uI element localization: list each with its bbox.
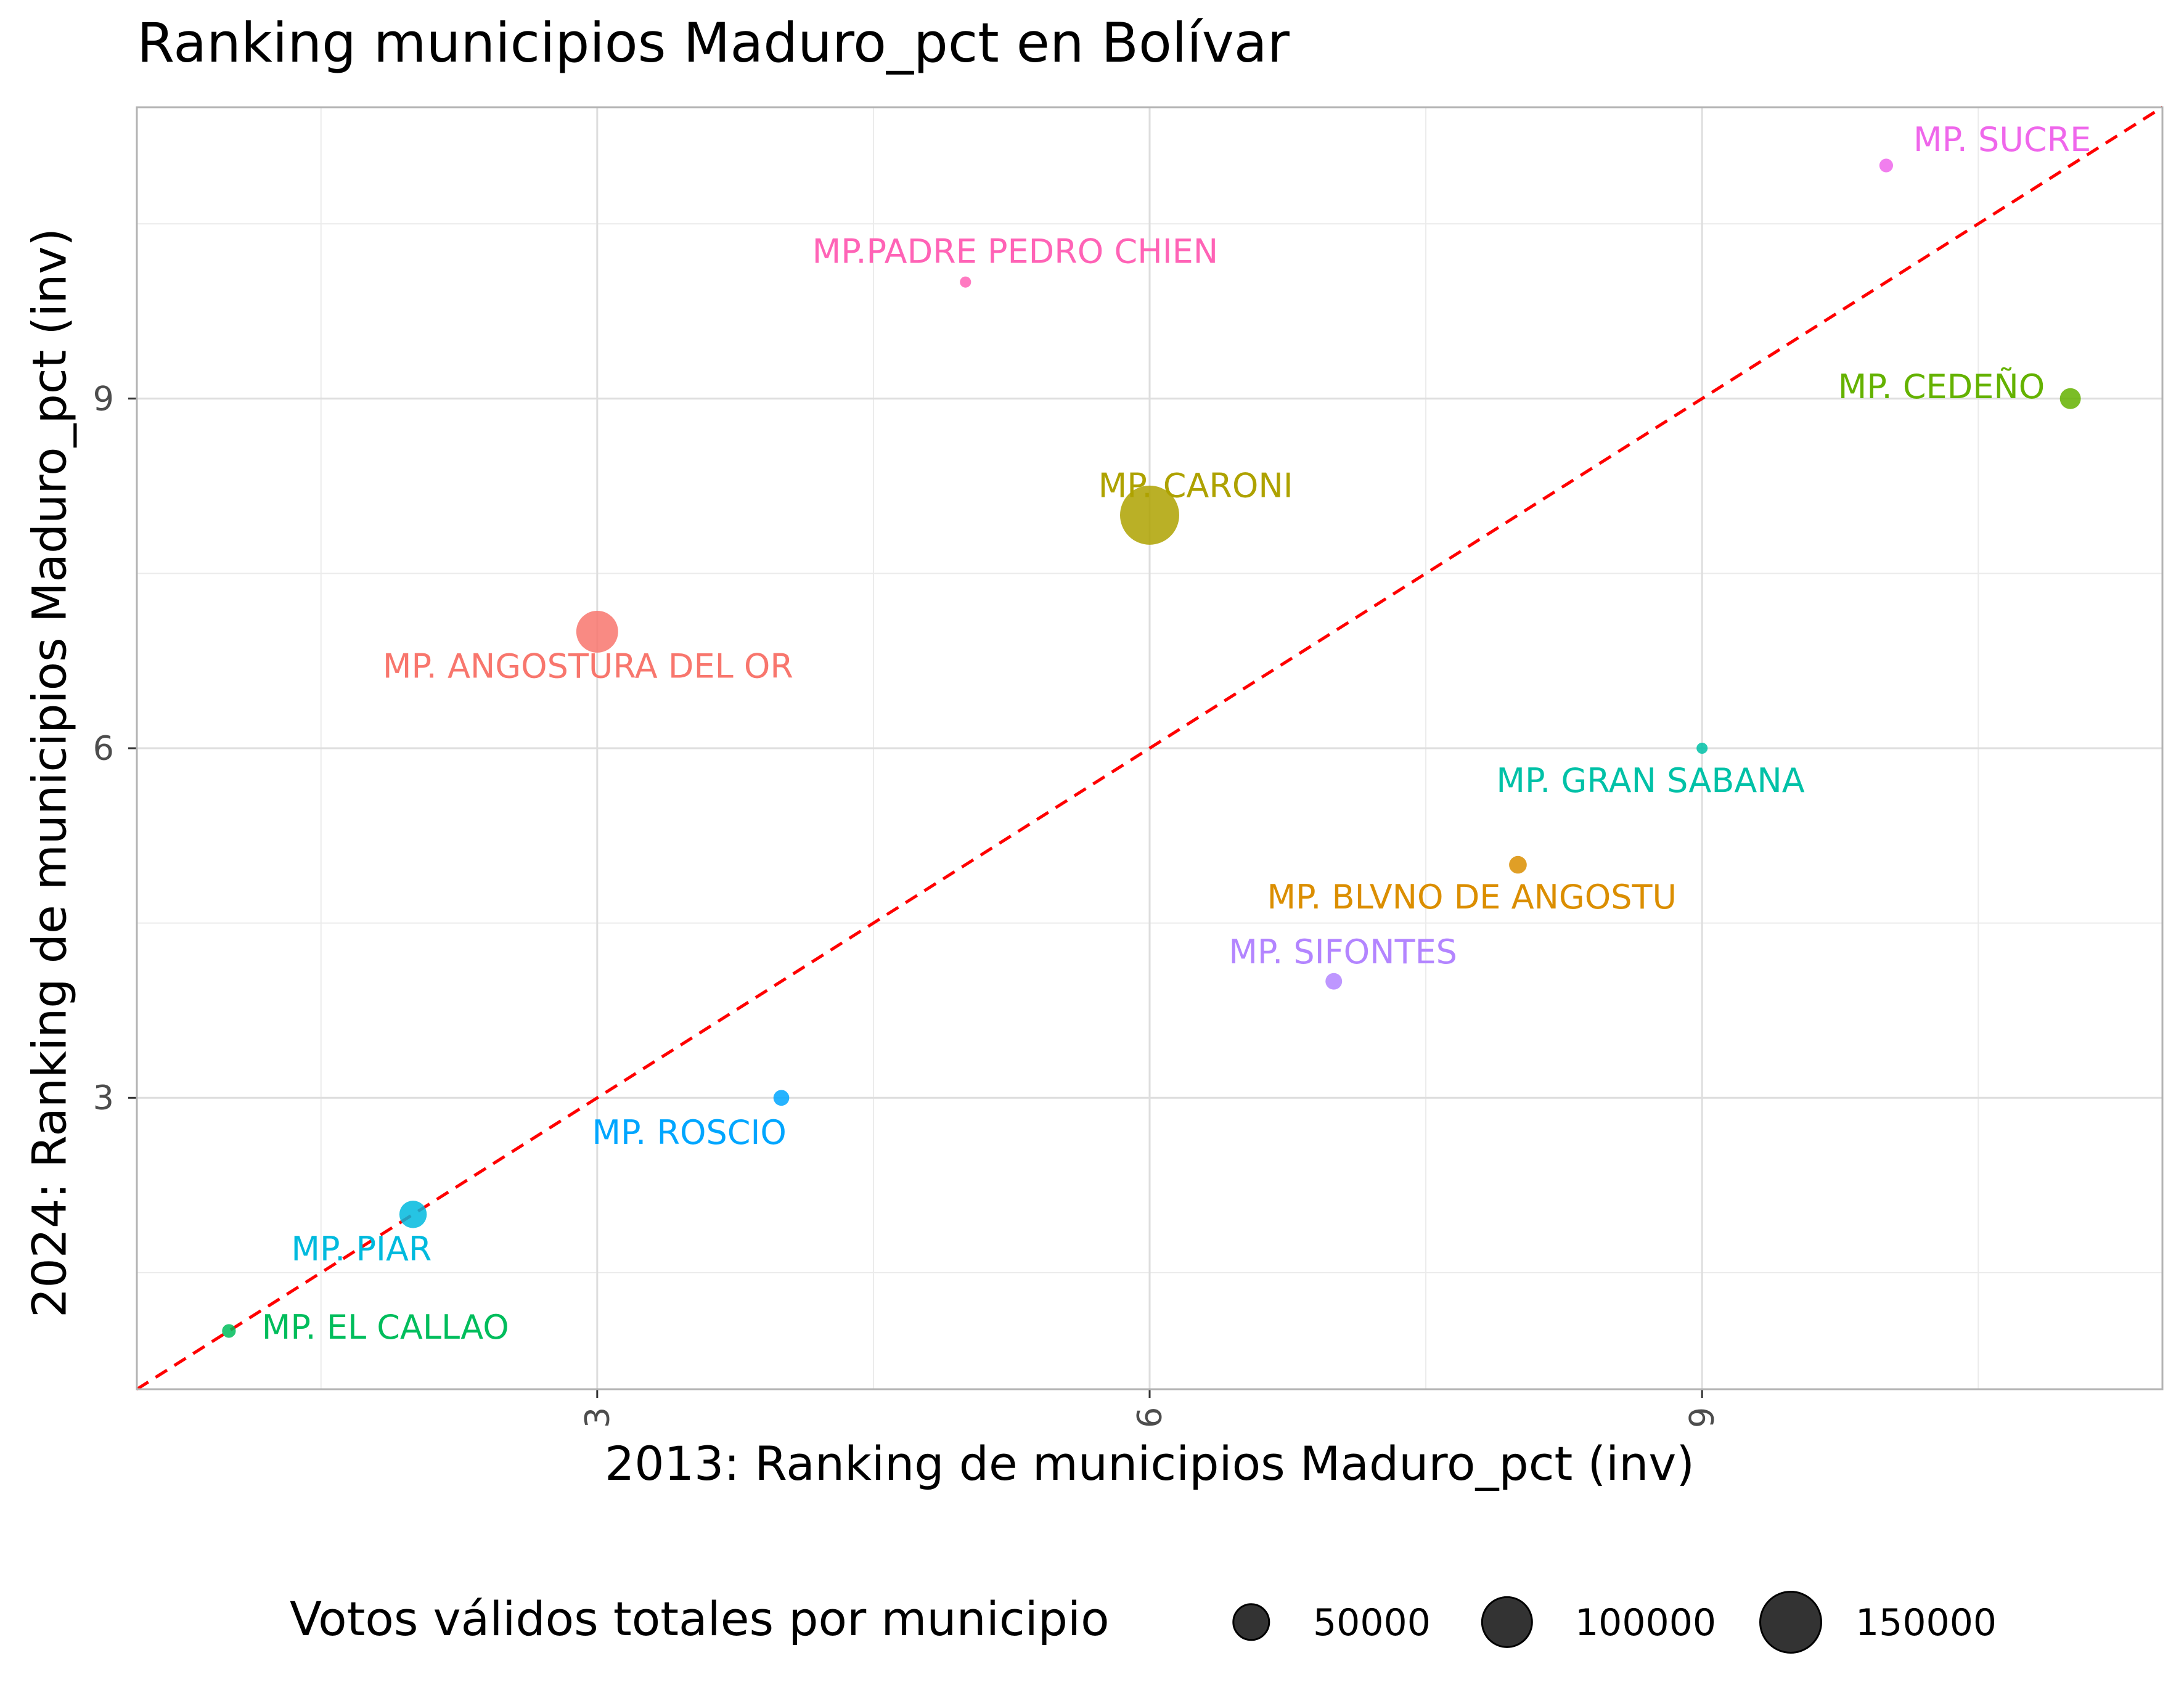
data-point — [576, 610, 618, 653]
grid-lines — [128, 107, 2162, 1398]
size-legend: Votos válidos totales por municipio 5000… — [0, 1584, 2184, 1654]
point-label: MP. CARONI — [1098, 467, 1293, 505]
data-point — [2059, 388, 2081, 409]
point-label: MP. SUCRE — [1913, 120, 2091, 159]
data-point — [1509, 855, 1527, 874]
point-label: MP. SIFONTES — [1229, 933, 1457, 971]
point-label: MP. ANGOSTURA DEL OR — [383, 647, 793, 686]
legend-key-large — [1759, 1591, 1822, 1654]
x-axis-label: 2013: Ranking de municipios Maduro_pct (… — [604, 1436, 1695, 1491]
data-point — [399, 1201, 427, 1228]
data-point — [1696, 743, 1708, 754]
legend-key-small — [1232, 1603, 1270, 1641]
reference-line — [136, 105, 2164, 1391]
point-labels: MP. ANGOSTURA DEL OR MP. BLVNO DE ANGOSTU… — [262, 120, 2091, 1347]
point-label: MP. EL CALLAO — [262, 1308, 509, 1347]
point-label: MP. BLVNO DE ANGOSTU — [1267, 878, 1677, 916]
data-points — [222, 158, 2081, 1338]
data-point — [1879, 158, 1894, 173]
data-point — [960, 276, 971, 288]
point-label: MP. CEDEÑO — [1838, 367, 2045, 406]
data-point — [773, 1090, 790, 1106]
x-tick-label: 6 — [1130, 1406, 1169, 1429]
plot-panel-border — [136, 106, 2164, 1390]
y-tick-label: 6 — [92, 729, 114, 768]
legend-label: 100000 — [1575, 1601, 1717, 1644]
point-label: MP. PIAR — [291, 1230, 431, 1268]
point-label: MP.PADRE PEDRO CHIEN — [812, 232, 1219, 271]
data-point — [1325, 973, 1343, 990]
x-tick-label: 9 — [1682, 1406, 1722, 1429]
legend-label: 50000 — [1313, 1601, 1431, 1644]
y-tick-label: 3 — [92, 1078, 114, 1117]
chart-title: Ranking municipios Maduro_pct en Bolívar — [137, 11, 1290, 75]
legend-title: Votos válidos totales por municipio — [290, 1591, 1110, 1646]
y-axis-label: 2024: Ranking de municipios Maduro_pct (… — [22, 227, 77, 1318]
point-label: MP. ROSCIO — [592, 1113, 787, 1152]
data-point — [1120, 485, 1179, 545]
legend-label: 150000 — [1855, 1601, 1997, 1644]
y-tick-label: 9 — [92, 379, 114, 418]
x-tick-label: 3 — [578, 1406, 617, 1429]
data-point — [222, 1324, 236, 1338]
legend-key-medium — [1481, 1596, 1534, 1649]
point-label: MP. GRAN SABANA — [1496, 761, 1804, 800]
